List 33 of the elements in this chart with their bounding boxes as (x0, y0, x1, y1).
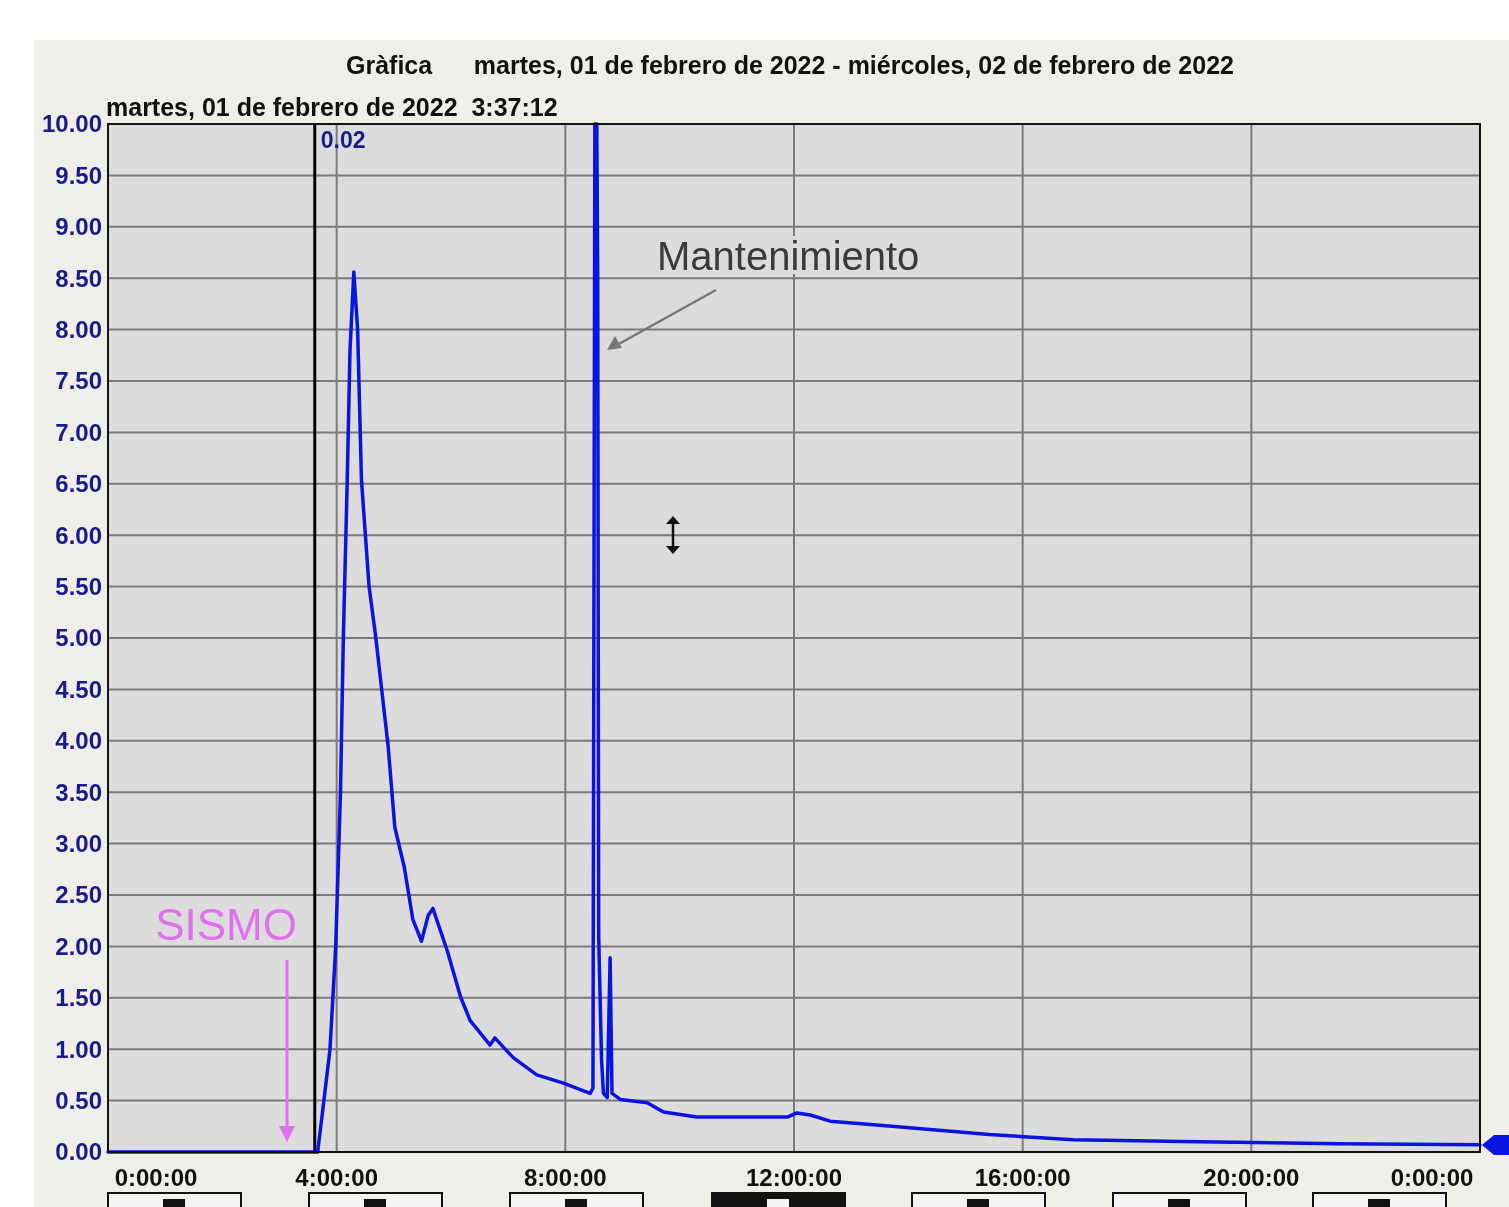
y-tick-label: 2.50 (55, 881, 102, 909)
y-tick-label: 6.00 (55, 521, 102, 549)
y-tick-label: 7.00 (55, 418, 102, 446)
x-tick-label: 20:00:00 (1203, 1164, 1300, 1191)
y-tick-label: 8.00 (55, 316, 102, 343)
y-tick-label: 2.00 (55, 932, 102, 960)
annotation: Mantenimiento (657, 234, 920, 278)
y-tick-label: 3.00 (55, 830, 102, 857)
y-tick-label: 1.00 (55, 1035, 102, 1063)
y-tick-label: 6.50 (55, 470, 102, 498)
x-tick-label: 8:00:00 (523, 1164, 607, 1191)
x-tick-label: 4:00:00 (295, 1164, 379, 1191)
annotation: SISMO (155, 900, 297, 949)
y-tick-label: 1.50 (55, 984, 102, 1012)
y-tick-label: 3.50 (55, 778, 102, 806)
x-tick-label: 12:00:00 (745, 1164, 843, 1191)
annotation: 0.02 (320, 127, 366, 153)
chart-title: Gràfica martes, 01 de febrero de 2022 - miércoles, 02 de febrero de 2022 (346, 51, 1234, 79)
chart-subtitle: martes, 01 de febrero de 2022 3:37:12 (106, 93, 558, 121)
x-tick-label: 0:00:00 (1390, 1164, 1474, 1191)
y-tick-label: 9.50 (55, 161, 102, 189)
y-tick-label: 0.50 (55, 1087, 102, 1114)
y-tick-label: 9.00 (55, 213, 102, 241)
y-tick-label: 10.00 (41, 110, 102, 138)
y-tick-label: 8.50 (55, 264, 102, 292)
x-tick-label: 16:00:00 (974, 1164, 1071, 1191)
y-tick-label: 4.00 (55, 727, 102, 755)
y-tick-label: 5.50 (55, 573, 102, 600)
y-tick-label: 4.50 (55, 675, 102, 703)
y-tick-label: 5.00 (55, 624, 102, 652)
y-tick-label: 7.50 (55, 367, 102, 395)
y-tick-label: 0.00 (55, 1138, 102, 1166)
x-tick-label: 0:00:00 (114, 1164, 198, 1191)
